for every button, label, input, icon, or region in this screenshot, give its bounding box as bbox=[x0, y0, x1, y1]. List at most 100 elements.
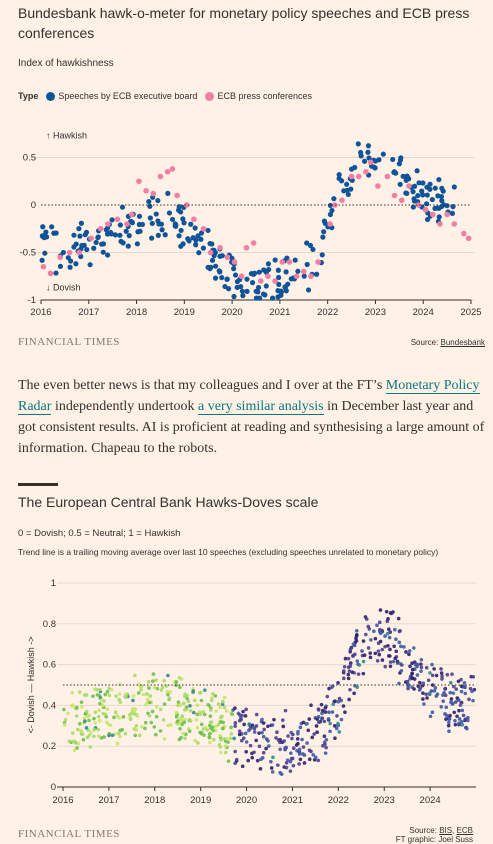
data-point-speech bbox=[355, 659, 360, 663]
data-point-speech bbox=[255, 284, 262, 291]
data-point-speech bbox=[205, 227, 211, 234]
similar-analysis-link[interactable]: a very similar analysis bbox=[198, 399, 324, 415]
data-point-speech bbox=[85, 714, 90, 719]
data-point-speech bbox=[224, 736, 229, 741]
data-point-press-conference bbox=[293, 273, 300, 280]
data-point-speech bbox=[402, 645, 406, 649]
data-point-speech bbox=[266, 724, 270, 729]
data-point-speech bbox=[343, 656, 348, 661]
data-point-speech bbox=[432, 667, 436, 671]
data-point-speech bbox=[151, 672, 156, 676]
data-point-speech bbox=[452, 710, 457, 715]
data-point-speech bbox=[207, 735, 212, 739]
data-point-speech bbox=[112, 232, 118, 238]
data-point-speech bbox=[63, 718, 68, 722]
data-point-speech bbox=[453, 722, 458, 727]
legend-item-speeches[interactable]: Speeches by ECB executive board bbox=[46, 91, 197, 101]
data-point-speech bbox=[107, 693, 112, 698]
data-point-speech bbox=[85, 735, 90, 740]
data-point-speech bbox=[221, 726, 225, 731]
data-point-speech bbox=[450, 672, 454, 676]
data-point-press-conference bbox=[174, 192, 180, 199]
data-point-press-conference bbox=[231, 259, 238, 265]
monetary-policy-radar-link[interactable]: Monetary Policy Radar bbox=[18, 378, 480, 415]
source-link-bundesbank[interactable]: Bundesbank bbox=[440, 338, 485, 347]
data-point-speech bbox=[249, 280, 256, 286]
data-point-speech bbox=[275, 730, 279, 735]
data-point-press-conference bbox=[66, 249, 73, 256]
data-point-speech bbox=[291, 746, 296, 751]
data-point-speech bbox=[425, 696, 429, 700]
data-point-press-conference bbox=[257, 278, 264, 284]
data-point-speech bbox=[196, 250, 202, 256]
data-point-speech bbox=[184, 732, 188, 737]
data-point-speech bbox=[440, 188, 446, 194]
data-point-press-conference bbox=[422, 206, 429, 213]
data-point-speech bbox=[322, 220, 328, 226]
data-point-speech bbox=[269, 766, 274, 770]
data-point-speech bbox=[305, 721, 309, 726]
data-point-speech bbox=[344, 181, 350, 187]
data-point-speech bbox=[397, 640, 402, 645]
y-tick-label: 0.5 bbox=[23, 153, 36, 164]
source-link-bis[interactable]: BIS bbox=[439, 826, 453, 835]
data-point-speech bbox=[361, 639, 366, 643]
data-point-speech bbox=[95, 693, 100, 697]
data-point-speech bbox=[284, 761, 289, 765]
data-point-speech bbox=[289, 751, 293, 755]
data-point-speech bbox=[181, 701, 186, 706]
data-point-speech bbox=[451, 691, 456, 695]
data-point-speech bbox=[223, 750, 228, 755]
data-point-speech bbox=[178, 227, 184, 234]
data-point-speech bbox=[185, 696, 189, 701]
data-point-speech bbox=[232, 736, 237, 741]
section-rule bbox=[18, 483, 58, 486]
data-point-speech bbox=[319, 702, 324, 707]
chart1-title: Bundesbank hawk-o-meter for monetary pol… bbox=[18, 5, 470, 41]
data-point-press-conference bbox=[429, 211, 436, 218]
data-point-speech bbox=[251, 725, 256, 730]
data-point-speech bbox=[336, 681, 340, 685]
data-point-speech bbox=[336, 721, 340, 726]
data-point-speech bbox=[195, 712, 200, 717]
legend-item-press[interactable]: ECB press conferences bbox=[205, 91, 312, 101]
data-point-speech bbox=[458, 703, 463, 707]
data-point-speech bbox=[250, 271, 257, 277]
data-point-speech bbox=[376, 649, 381, 653]
data-point-speech bbox=[116, 731, 121, 736]
data-point-speech bbox=[393, 656, 398, 661]
data-point-speech bbox=[456, 679, 461, 684]
data-point-speech bbox=[218, 750, 223, 755]
article-text-1: The even better news is that my colleagu… bbox=[18, 378, 386, 393]
data-point-speech bbox=[62, 723, 67, 727]
data-point-speech bbox=[219, 715, 223, 720]
data-point-speech bbox=[396, 616, 401, 621]
data-point-speech bbox=[270, 770, 275, 774]
data-point-speech bbox=[332, 724, 337, 728]
data-point-speech bbox=[466, 715, 470, 720]
data-point-speech bbox=[177, 675, 182, 680]
data-point-speech bbox=[261, 734, 266, 739]
data-point-press-conference bbox=[150, 190, 157, 197]
data-point-speech bbox=[388, 664, 393, 669]
data-point-speech bbox=[328, 729, 332, 734]
data-point-speech bbox=[67, 739, 72, 744]
chart1-brand: FINANCIAL TIMES bbox=[18, 336, 120, 348]
data-point-speech bbox=[154, 714, 159, 719]
data-point-speech bbox=[263, 283, 269, 289]
data-point-speech bbox=[305, 741, 309, 745]
data-point-speech bbox=[461, 713, 466, 718]
data-point-speech bbox=[419, 657, 424, 662]
data-point-speech bbox=[155, 197, 161, 204]
legend-dot-speeches bbox=[46, 91, 56, 101]
data-point-press-conference bbox=[332, 202, 338, 208]
data-point-speech bbox=[195, 233, 201, 239]
source-link-ecb[interactable]: ECB bbox=[456, 826, 473, 835]
data-point-speech bbox=[356, 672, 361, 676]
data-point-speech bbox=[209, 720, 214, 724]
data-point-speech bbox=[286, 734, 290, 738]
data-point-speech bbox=[434, 673, 439, 678]
data-point-speech bbox=[179, 717, 184, 722]
data-point-speech bbox=[459, 677, 463, 682]
data-point-speech bbox=[255, 758, 260, 763]
